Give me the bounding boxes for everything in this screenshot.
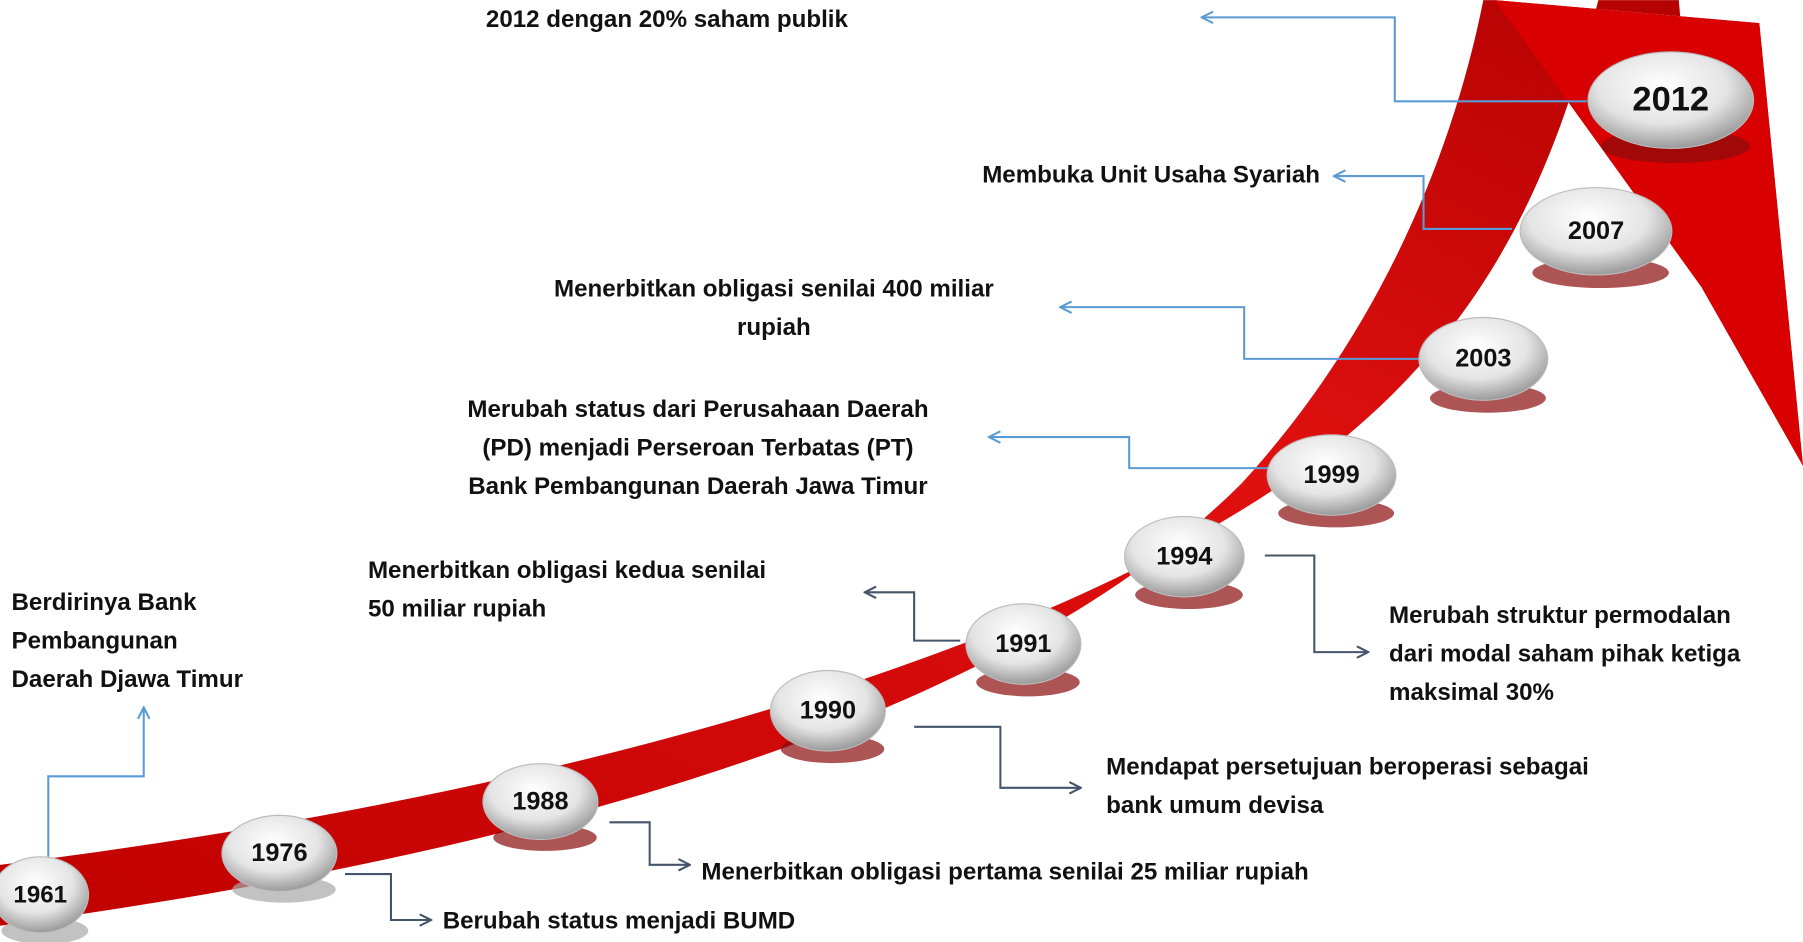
event-text: dari modal saham pihak ketiga	[1389, 640, 1741, 667]
connector	[345, 874, 431, 920]
event-text: Menerbitkan obligasi senilai 400 miliar	[554, 275, 994, 302]
connector	[914, 727, 1081, 788]
arrow	[0, 0, 1803, 926]
event-text: (PD) menjadi Perseroan Terbatas (PT)	[482, 435, 913, 462]
event-text: rupiah	[737, 314, 811, 341]
connector	[48, 707, 143, 856]
node-year: 1990	[800, 697, 856, 725]
timeline: 1961 1976 1988 1990 1991 1994 1999 2003 2007 2012…	[0, 0, 1803, 942]
page: 1961 1976 1988 1990 1991 1994 1999 2003 2007 2012…	[0, 0, 1803, 942]
event-text: Daerah Djawa Timur	[11, 666, 243, 693]
event-text: Pembangunan	[11, 628, 177, 655]
event-text: bank umum devisa	[1106, 792, 1324, 819]
event-text: Bank Pembangunan Daerah Jawa Timur	[468, 473, 928, 500]
node-year: 2003	[1455, 345, 1511, 373]
event-text: Berdirinya Bank	[11, 589, 197, 616]
node-year: 1999	[1303, 461, 1359, 489]
connector	[865, 592, 960, 640]
event-text: Mendapat persetujuan beroperasi sebagai	[1106, 754, 1589, 781]
node-year: 2012	[1632, 80, 1709, 118]
event-text: Berubah status menjadi BUMD	[443, 908, 796, 935]
node-year: 1961	[13, 881, 67, 908]
event-text: 2012 dengan 20% saham publik	[486, 6, 849, 33]
event-text: Merubah status dari Perusahaan Daerah	[467, 396, 928, 423]
event-text: maksimal 30%	[1389, 679, 1554, 706]
event-text: Membuka Unit Usaha Syariah	[982, 161, 1320, 188]
event-text: Menerbitkan obligasi pertama senilai 25 …	[701, 858, 1308, 885]
node-year: 1994	[1156, 543, 1212, 571]
event-text: 50 miliar rupiah	[368, 596, 546, 623]
event-text: Menerbitkan obligasi kedua senilai	[368, 557, 766, 584]
event-text: Merubah struktur permodalan	[1389, 602, 1731, 629]
node-year: 1991	[995, 630, 1051, 658]
node-year: 1976	[251, 839, 307, 867]
connector	[1265, 556, 1368, 653]
connector	[609, 822, 689, 865]
connector	[989, 437, 1271, 468]
node-year: 2007	[1568, 217, 1624, 245]
node-year: 1988	[512, 787, 568, 815]
arrow-shape	[0, 0, 1803, 926]
